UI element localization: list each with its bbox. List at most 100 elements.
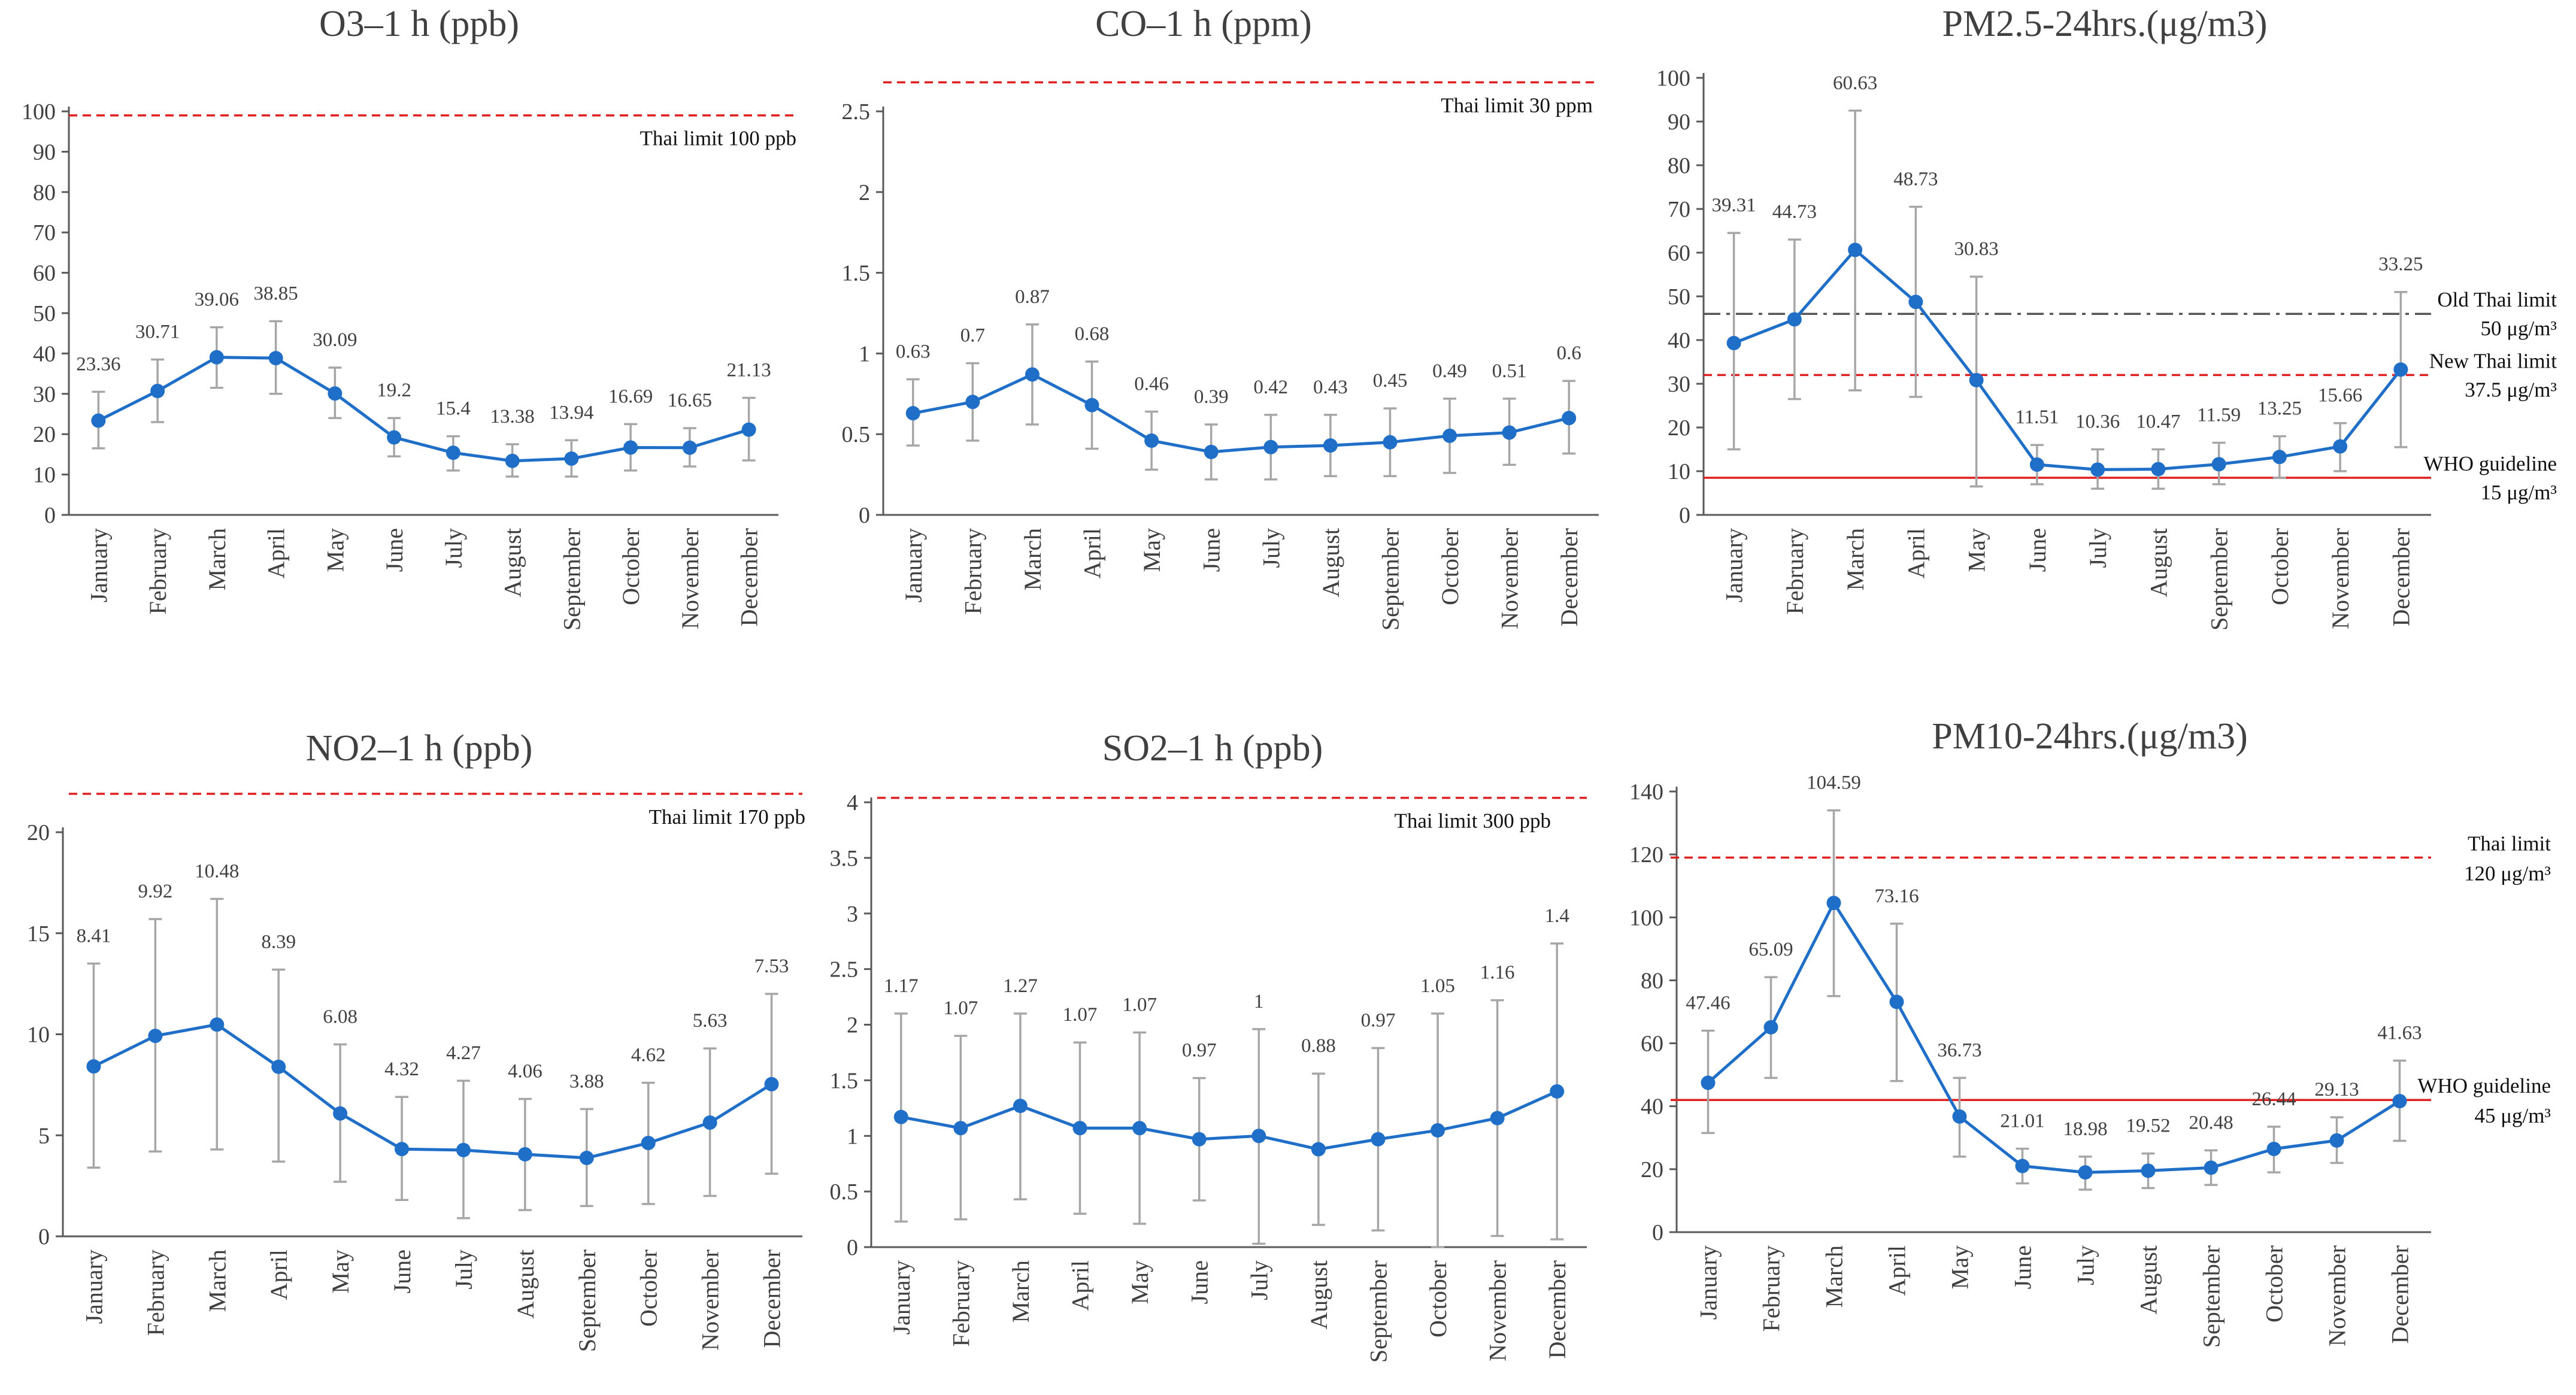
x-tick-label: November [677, 528, 704, 629]
data-point [764, 1076, 779, 1091]
data-label: 60.63 [1833, 72, 1877, 94]
data-point [328, 386, 343, 401]
y-tick-label: 10 [1668, 459, 1690, 484]
data-label: 104.59 [1807, 772, 1861, 794]
data-point [1562, 411, 1577, 426]
data-label: 1.05 [1420, 975, 1455, 997]
y-tick-label: 90 [33, 140, 56, 165]
x-tick-label: December [736, 528, 763, 626]
data-label: 10.48 [195, 860, 239, 882]
x-tick-label: January [888, 1260, 915, 1335]
data-point [150, 384, 165, 399]
data-point [2329, 1133, 2344, 1148]
data-label: 19.2 [377, 380, 411, 401]
y-tick-label: 1 [859, 341, 870, 366]
y-tick-label: 0 [1652, 1220, 1663, 1245]
y-tick-label: 3 [847, 902, 858, 927]
data-label: 73.16 [1874, 885, 1919, 907]
data-label: 13.38 [490, 406, 535, 427]
reference-line-label: 45 μg/m³ [2475, 1104, 2551, 1127]
chart-title: SO2–1 h (ppb) [1102, 728, 1323, 769]
data-point [1848, 242, 1863, 257]
data-point [2392, 1094, 2407, 1109]
y-tick-label: 140 [1629, 780, 1663, 805]
data-label: 20.48 [2189, 1112, 2233, 1133]
data-label: 1.07 [1122, 994, 1157, 1016]
x-tick-label: July [1245, 1260, 1272, 1300]
data-label: 26.44 [2251, 1088, 2296, 1110]
x-tick-label: November [2324, 1245, 2351, 1347]
chart-pm25: PM2.5-24hrs.(μg/m3) 0 10 20 30 40 50 60 70 80 90 10… [1656, 4, 2557, 630]
reference-line-label: Thai limit 300 ppb [1394, 809, 1551, 833]
data-label: 7.53 [754, 956, 789, 977]
data-label: 13.94 [549, 402, 593, 423]
y-tick-label: 50 [1668, 284, 1690, 310]
data-label: 1.07 [1063, 1004, 1098, 1026]
y-tick-label: 40 [1668, 328, 1690, 353]
y-tick-label: 30 [33, 382, 56, 407]
y-tick-label: 2 [847, 1013, 858, 1038]
data-point [2333, 439, 2348, 454]
x-tick-label: July [1257, 528, 1284, 568]
data-point [446, 445, 460, 460]
data-point [86, 1059, 101, 1074]
data-point [2141, 1163, 2156, 1178]
x-tick-label: May [1963, 528, 1990, 572]
data-label: 30.09 [313, 329, 357, 351]
y-tick-label: 20 [27, 820, 50, 845]
x-tick-label: April [1067, 1260, 1094, 1311]
data-point [333, 1106, 348, 1121]
data-label: 0.63 [896, 341, 931, 363]
data-point [1726, 336, 1741, 351]
x-tick-label: January [85, 528, 112, 602]
data-label: 8.41 [77, 925, 111, 947]
data-label: 1.27 [1003, 975, 1038, 997]
chart-o3: O3–1 h (ppb) 0 10 20 30 40 50 60 70 80 90 100 Januar… [22, 4, 796, 630]
x-tick-label: March [204, 1250, 231, 1312]
data-point [741, 422, 756, 437]
x-tick-label: February [1758, 1245, 1785, 1332]
y-tick-label: 90 [1668, 110, 1690, 135]
x-tick-label: August [1305, 1260, 1332, 1330]
x-tick-label: January [1721, 528, 1748, 602]
data-point [1251, 1129, 1266, 1144]
data-point [1826, 896, 1841, 911]
data-label: 0.68 [1075, 323, 1110, 345]
data-label: 0.97 [1361, 1010, 1396, 1032]
x-tick-label: January [80, 1250, 107, 1324]
x-tick-label: February [144, 528, 171, 614]
series-line [1707, 900, 2401, 1174]
data-label: 0.7 [960, 325, 985, 347]
reference-line-label: Thai limit 100 ppb [640, 127, 796, 150]
data-point [1490, 1111, 1505, 1126]
y-tick-label: 100 [1629, 905, 1663, 930]
reference-line-label: 37.5 μg/m³ [2465, 378, 2557, 401]
series-line [1733, 247, 2402, 471]
series-line [913, 372, 1569, 454]
x-tick-label: May [322, 528, 348, 572]
y-tick-label: 0.5 [842, 422, 871, 447]
x-tick-label: October [617, 528, 644, 605]
data-label: 10.47 [2136, 411, 2180, 433]
x-tick-label: June [2024, 528, 2051, 572]
data-point [564, 451, 579, 466]
x-tick-label: September [1365, 1260, 1392, 1363]
x-tick-label: November [1484, 1260, 1511, 1361]
data-point [1908, 295, 1923, 310]
data-point [210, 1017, 225, 1032]
data-point [268, 351, 283, 366]
data-point [148, 1029, 163, 1044]
reference-line-label: Thai limit 30 ppm [1441, 93, 1593, 117]
y-tick-label: 30 [1668, 372, 1690, 397]
data-label: 0.51 [1492, 360, 1527, 382]
y-tick-label: 60 [33, 261, 56, 286]
data-label: 19.52 [2126, 1115, 2170, 1137]
data-label: 16.65 [668, 390, 712, 411]
data-label: 29.13 [2314, 1079, 2359, 1100]
data-label: 38.85 [254, 283, 298, 304]
data-label: 21.01 [2000, 1111, 2044, 1132]
data-point [1763, 1020, 1778, 1035]
chart-title: O3–1 h (ppb) [319, 4, 519, 44]
